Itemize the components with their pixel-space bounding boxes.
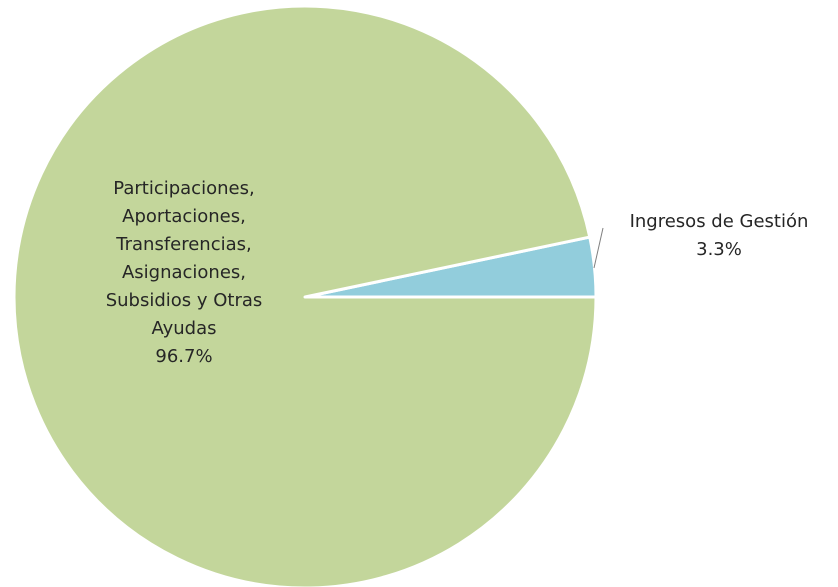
slice-1-label-line: Participaciones, xyxy=(113,178,254,199)
slices-layer xyxy=(12,4,598,587)
slice-1-value-label: 96.7% xyxy=(155,346,212,367)
slice-1-label-line: Subsidios y Otras xyxy=(106,290,263,311)
slice-1-label-line: Ayudas xyxy=(152,318,217,339)
pie-slice-1 xyxy=(12,4,598,587)
leader-layer xyxy=(593,227,604,269)
labels-layer: Ingresos de Gestión 3.3% Participaciones, A… xyxy=(106,178,809,367)
slice-1-label-line: Asignaciones, xyxy=(122,262,246,283)
slice-1-label-line: Aportaciones, xyxy=(122,206,246,227)
slice-0-value-label: 3.3% xyxy=(696,239,742,260)
slice-0-leader-line xyxy=(593,227,604,269)
slice-0-label-line: Ingresos de Gestión xyxy=(630,211,809,232)
slice-1-label-line: Transferencias, xyxy=(115,234,252,255)
